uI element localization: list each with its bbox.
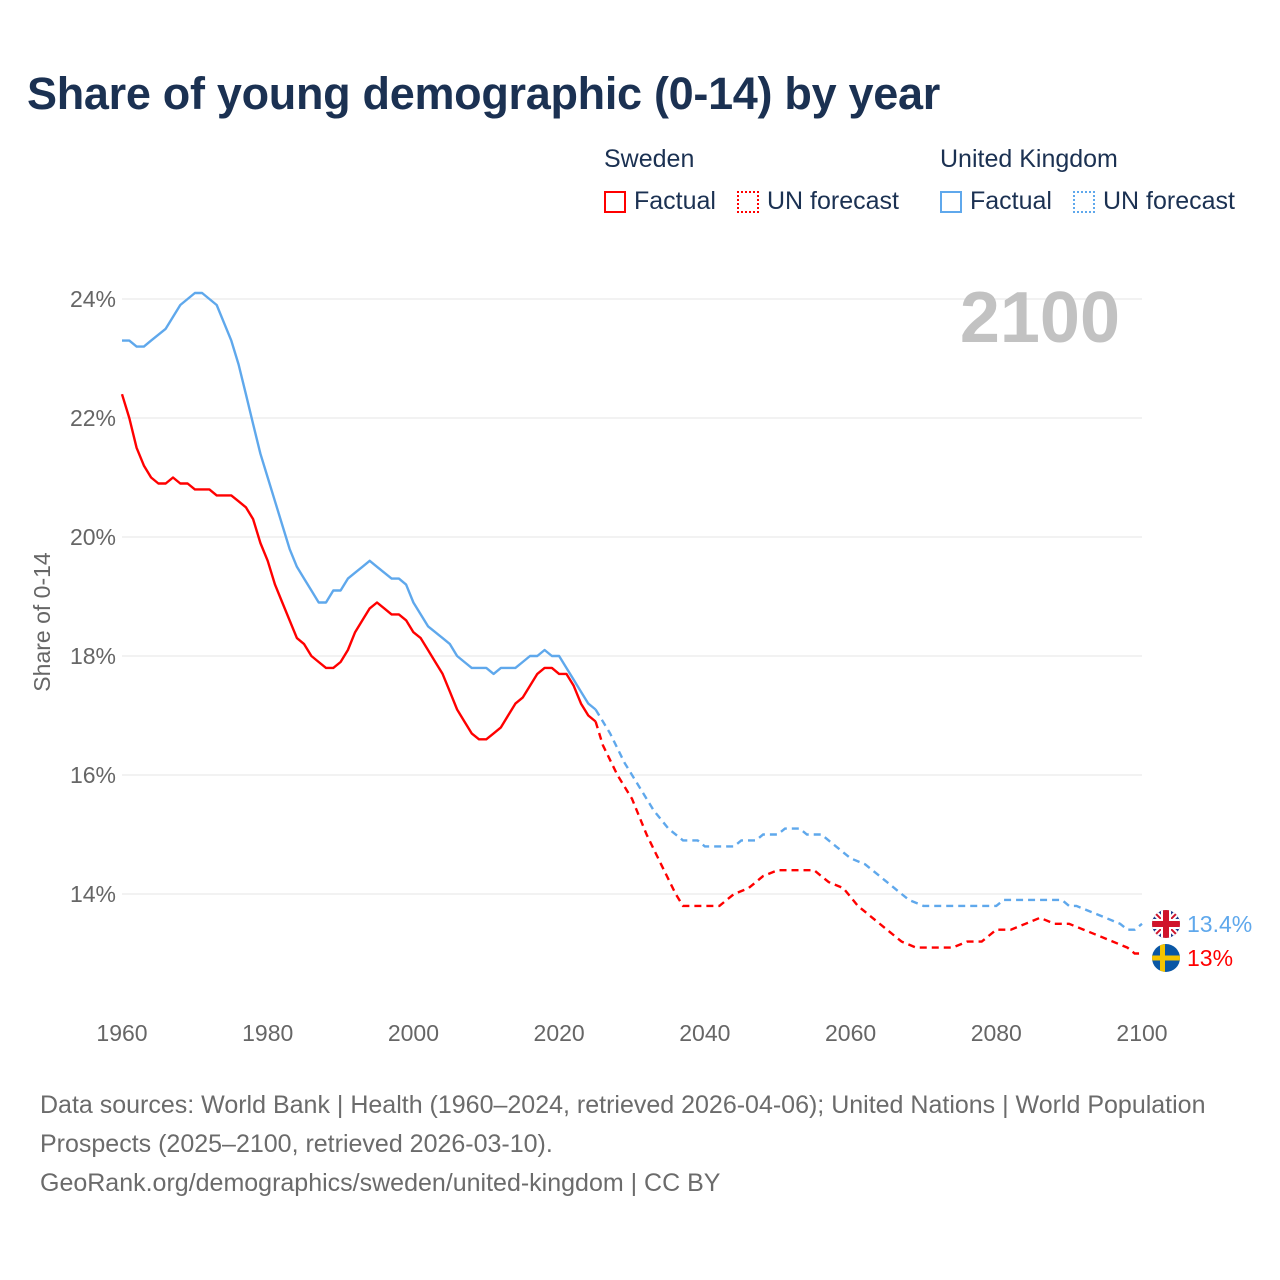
series-line-sweden-forecast xyxy=(594,721,1142,955)
series-line-uk-forecast xyxy=(594,708,1143,931)
data-sources: Data sources: World Bank | Health (1960–… xyxy=(40,1091,1206,1158)
legend-item-sweden-factual[interactable]: Factual xyxy=(604,187,716,216)
legend-label: UN forecast xyxy=(767,187,899,215)
legend-label: Factual xyxy=(970,187,1052,215)
x-tick-label: 2000 xyxy=(388,1020,439,1046)
legend-title-uk: United Kingdom xyxy=(940,145,1118,173)
legend-label: UN forecast xyxy=(1103,187,1235,215)
y-tick-label: 16% xyxy=(70,762,116,788)
year-watermark: 2100 xyxy=(960,278,1120,358)
y-tick-label: 22% xyxy=(70,405,116,431)
x-tick-label: 2020 xyxy=(534,1020,585,1046)
y-tick-label: 24% xyxy=(70,286,116,312)
y-tick-label: 14% xyxy=(70,881,116,907)
legend-item-uk-forecast[interactable]: UN forecast xyxy=(1073,187,1235,216)
y-tick-label: 18% xyxy=(70,643,116,669)
x-tick-label: 2100 xyxy=(1116,1020,1167,1046)
legend-item-sweden-forecast[interactable]: UN forecast xyxy=(737,187,899,216)
legend-swatch-solid xyxy=(940,190,962,213)
x-tick-label: 2060 xyxy=(825,1020,876,1046)
legend-title-sweden: Sweden xyxy=(604,145,695,173)
legend-swatch-dotted xyxy=(737,190,759,213)
x-tick-label: 2040 xyxy=(679,1020,730,1046)
legend-swatch-solid xyxy=(604,190,626,213)
legend-swatch-dotted xyxy=(1073,190,1095,213)
uk-flag-icon xyxy=(1152,910,1180,938)
x-tick-label: 1960 xyxy=(96,1020,147,1046)
series-line-sweden-factual xyxy=(120,393,597,741)
source-link[interactable]: GeoRank.org/demographics/sweden/united-k… xyxy=(40,1169,721,1197)
sweden-end-label: 13% xyxy=(1187,945,1233,971)
sweden-flag-icon xyxy=(1152,944,1180,972)
x-tick-label: 1980 xyxy=(242,1020,293,1046)
y-axis-label: Share of 0-14 xyxy=(29,552,55,692)
legend-item-uk-factual[interactable]: Factual xyxy=(940,187,1052,216)
x-tick-label: 2080 xyxy=(971,1020,1022,1046)
uk-end-label: 13.4% xyxy=(1187,911,1252,937)
series-line-uk-factual xyxy=(122,291,597,711)
chart-title: Share of young demographic (0-14) by yea… xyxy=(27,68,940,119)
legend-label: Factual xyxy=(634,187,716,215)
footer: Data sources: World Bank | Health (1960–… xyxy=(40,1086,1240,1203)
y-tick-label: 20% xyxy=(70,524,116,550)
